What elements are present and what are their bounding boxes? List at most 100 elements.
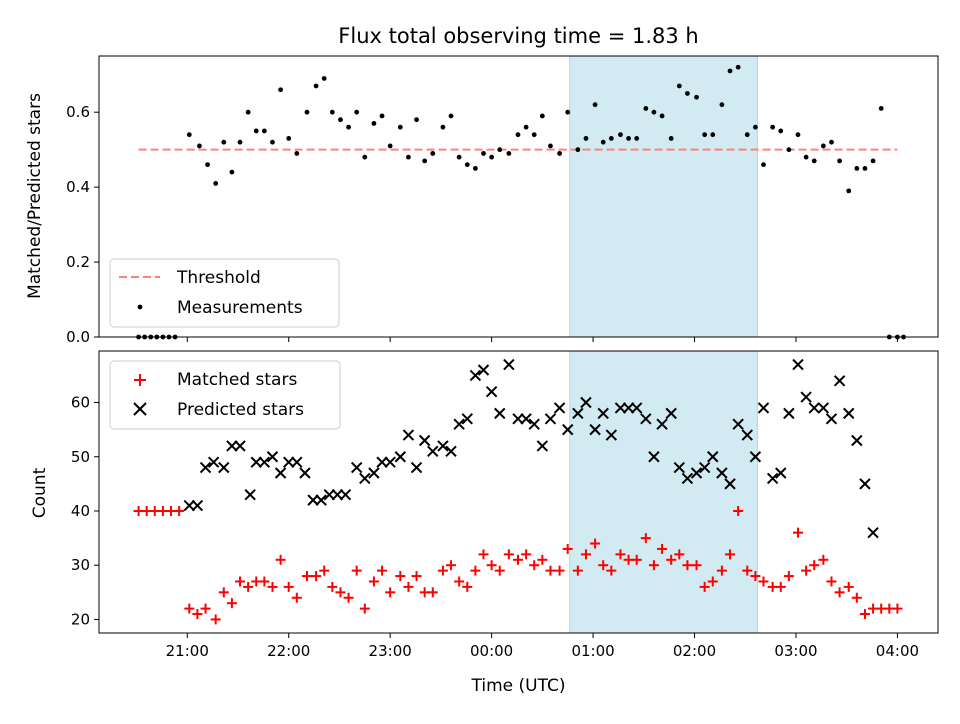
measurement-point <box>448 113 454 119</box>
predicted-star-marker <box>218 461 230 474</box>
matched-star-marker <box>437 565 448 576</box>
matched-star-marker <box>174 505 185 516</box>
measurement-point <box>668 136 674 141</box>
predicted-star-marker <box>402 429 415 441</box>
legend-matched-label: Matched stars <box>177 370 297 390</box>
matched-star-marker <box>301 571 312 582</box>
predicted-star-marker <box>775 467 787 479</box>
matched-star-marker <box>562 543 573 554</box>
predicted-star-marker <box>800 391 812 403</box>
y-tick-label: 50 <box>71 448 90 466</box>
predicted-star-marker <box>572 407 584 420</box>
measurement-point <box>397 124 403 130</box>
measurement-point <box>205 162 210 168</box>
measurement-point <box>497 147 503 153</box>
matched-star-marker <box>411 571 422 582</box>
measurement-point <box>286 136 292 141</box>
x-tick-label: 22:00 <box>267 642 310 660</box>
predicted-star-marker <box>553 402 566 414</box>
measurement-point <box>346 124 351 130</box>
predicted-star-marker <box>698 461 711 474</box>
x-tick-label: 21:00 <box>166 642 209 660</box>
matched-star-marker <box>809 560 820 571</box>
predicted-star-marker <box>234 440 246 452</box>
measurement-point <box>456 154 462 160</box>
matched-star-marker <box>775 581 786 592</box>
matched-star-marker <box>395 571 406 582</box>
matched-star-marker <box>580 549 591 560</box>
matched-star-marker <box>545 565 556 576</box>
matched-star-marker <box>200 603 211 614</box>
predicted-star-marker <box>808 402 820 414</box>
bottom-legend: Matched stars Predicted stars <box>109 360 341 430</box>
measurement-point <box>744 132 750 138</box>
measurement-point <box>321 76 327 81</box>
predicted-star-marker <box>792 358 804 371</box>
matched-star-marker <box>319 565 330 576</box>
predicted-star-marker <box>825 413 838 425</box>
matched-star-marker <box>590 538 601 549</box>
measurement-point <box>651 109 657 115</box>
matched-star-marker <box>666 554 677 565</box>
matched-star-marker <box>691 560 702 571</box>
top-y-axis-label: Matched/Predicted stars <box>25 93 45 299</box>
predicted-star-marker <box>783 407 795 420</box>
y-tick-label: 0.2 <box>66 253 90 271</box>
matched-star-marker <box>446 560 457 571</box>
measurement-point <box>245 109 251 115</box>
predicted-star-marker <box>445 445 457 458</box>
predicted-star-marker <box>250 456 262 468</box>
measurement-point <box>221 139 227 145</box>
measurement-point <box>846 188 852 194</box>
predicted-star-marker <box>461 413 473 425</box>
matched-star-marker <box>327 581 338 592</box>
measurement-point <box>659 113 665 119</box>
measurement-point <box>811 158 817 164</box>
predicted-star-marker <box>437 440 449 452</box>
predicted-star-marker <box>350 461 363 474</box>
measurement-point <box>422 158 428 164</box>
legend-measurement-swatch <box>137 304 143 310</box>
measurement-point <box>575 147 581 153</box>
measurement-point <box>761 162 766 168</box>
measurement-point <box>727 68 733 74</box>
predicted-star-marker <box>851 434 863 447</box>
top-legend-box <box>109 258 340 328</box>
predicted-star-marker <box>520 413 532 425</box>
matched-star-marker <box>275 554 286 565</box>
matched-star-marker <box>192 609 203 620</box>
matched-star-marker <box>648 560 659 571</box>
predicted-star-marker <box>673 461 686 474</box>
measurement-point <box>676 83 682 89</box>
matched-star-marker <box>818 554 829 565</box>
predicted-star-marker <box>226 440 238 452</box>
matched-star-marker <box>716 565 727 576</box>
matched-star-marker <box>335 587 346 598</box>
matched-star-marker <box>834 587 845 598</box>
predicted-star-marker <box>274 467 287 479</box>
predicted-star-marker <box>561 423 574 436</box>
matched-star-marker <box>733 505 744 516</box>
measurement-point <box>472 166 478 171</box>
legend-threshold-label: Threshold <box>176 268 261 288</box>
matched-star-marker <box>615 549 626 560</box>
predicted-star-marker <box>843 407 855 420</box>
measurement-point <box>565 109 571 115</box>
predicted-star-marker <box>867 526 879 539</box>
predicted-star-marker <box>315 494 327 506</box>
predicted-star-marker <box>622 402 635 414</box>
y-tick-label: 60 <box>71 394 90 412</box>
measurement-point <box>338 117 343 123</box>
measurement-point <box>229 169 235 175</box>
predicted-star-marker <box>394 451 407 463</box>
measurement-point <box>786 147 792 153</box>
matched-star-marker <box>427 587 438 598</box>
measurement-point <box>253 128 259 134</box>
legend-matched-swatch <box>134 374 146 386</box>
measurement-point <box>329 109 335 115</box>
x-tick-label: 01:00 <box>571 642 614 660</box>
matched-star-marker <box>351 565 362 576</box>
measurement-point <box>294 151 300 156</box>
measurement-point <box>770 124 776 130</box>
measurement-point <box>489 154 495 160</box>
